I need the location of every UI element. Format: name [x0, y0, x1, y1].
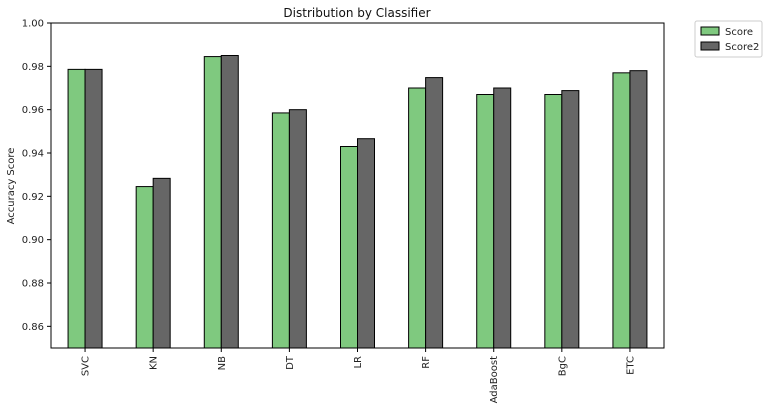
x-tick-label: DT: [285, 355, 296, 370]
x-tick-label: NB: [217, 356, 228, 370]
x-tick-label: LR: [353, 356, 364, 369]
x-tick-label: ETC: [625, 356, 636, 375]
bar-score2-etc: [629, 70, 648, 349]
x-tick-label: KN: [149, 356, 160, 370]
bar-score-kn: [135, 186, 154, 349]
plot-area: 0.86 0.88 0.90 0.92 0.94 0.96 0.98 1.00 SVC KN NB D…: [22, 19, 665, 403]
x-tick-label: AdaBoost: [489, 356, 500, 403]
bar-score2-kn: [152, 177, 171, 349]
bar-score2-rf: [425, 77, 444, 349]
bar-score2-dt: [288, 109, 307, 349]
y-tick-label: 0.90: [22, 235, 44, 246]
bar-score-bgc: [544, 94, 563, 349]
x-tick-label: SVC: [81, 356, 92, 376]
legend-label-score2: Score2: [725, 42, 759, 53]
y-tick-label: 0.98: [22, 62, 44, 73]
legend-swatch-score: [700, 26, 720, 36]
x-tick-label: BgC: [557, 356, 568, 376]
bar-score2-nb: [220, 55, 239, 349]
bar-score-svc: [67, 68, 86, 349]
x-tick-label: RF: [421, 356, 432, 369]
bar-score-etc: [612, 72, 631, 349]
y-tick-label: 0.94: [22, 149, 44, 160]
bar-score2-lr: [357, 138, 375, 349]
legend-label-score: Score: [725, 27, 753, 38]
bar-score-dt: [271, 112, 290, 349]
bar-score-rf: [408, 87, 427, 349]
bar-score2-svc: [84, 68, 103, 349]
bar-score2-bgc: [561, 90, 580, 349]
y-tick-label: 0.92: [22, 192, 44, 203]
bar-score-lr: [340, 146, 358, 349]
bar-score-nb: [203, 56, 222, 349]
bar-score2-adaboost: [493, 87, 512, 349]
bar-score-adaboost: [476, 94, 495, 349]
y-axis-title: Accuracy Score: [6, 148, 17, 225]
y-tick-label: 0.88: [22, 279, 44, 290]
legend-swatch-score2: [700, 41, 720, 51]
y-tick-label: 0.96: [22, 105, 44, 116]
y-tick-label: 0.86: [22, 322, 44, 333]
y-tick-label: 1.00: [22, 19, 44, 30]
legend: Score Score2: [694, 20, 763, 58]
chart-title: Distribution by Classifier: [283, 6, 430, 20]
